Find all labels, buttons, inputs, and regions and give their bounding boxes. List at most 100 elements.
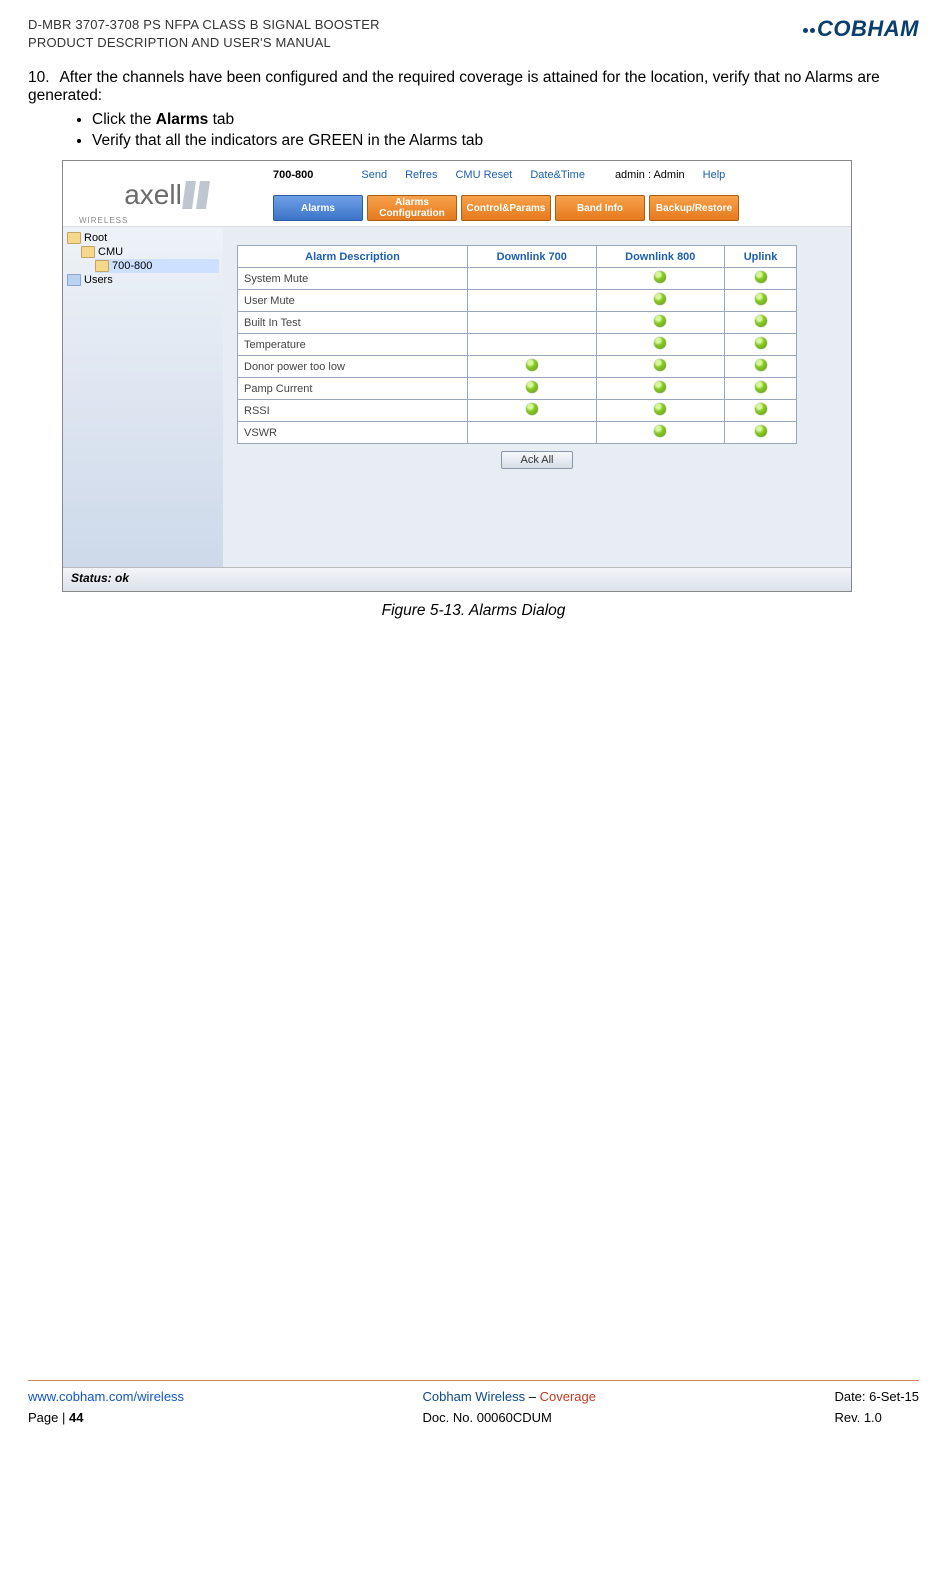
table-row: Temperature [238,334,797,356]
status-green-icon [526,381,538,393]
figure-caption: Figure 5-13. Alarms Dialog [28,602,919,620]
alarm-status-cell [725,356,797,378]
alarm-desc-cell: Donor power too low [238,356,468,378]
logo-text: COBHAM [817,16,919,41]
tree-cmu-label: CMU [98,246,123,258]
step-10: 10. After the channels have been configu… [28,69,919,105]
alarm-status-cell [468,268,597,290]
tree-root-label: Root [84,232,107,244]
alarm-status-cell [468,312,597,334]
alarm-status-cell [596,400,725,422]
tab-config-label: Alarms Configuration [368,197,456,219]
axell-swoosh-icon [182,181,210,209]
bullet-2: Verify that all the indicators are GREEN… [92,132,919,150]
bullet-1-pre: Click the [92,111,156,128]
status-green-icon [654,381,666,393]
unit-name: 700-800 [273,169,313,181]
alarm-status-cell [468,422,597,444]
status-green-icon [755,271,767,283]
th-uplink: Uplink [725,246,797,268]
screenshot-topbar-area: axell WIRELESS 700-800 Send Refres CMU R… [63,161,851,227]
alarm-status-cell [596,356,725,378]
menu-cmu-reset[interactable]: CMU Reset [455,169,512,181]
step-bullets: Click the Alarms tab Verify that all the… [74,111,919,150]
axell-logo-text: axell [124,179,182,211]
menu-datetime[interactable]: Date&Time [530,169,585,181]
content-area: Alarm Description Downlink 700 Downlink … [223,227,851,567]
footer-coverage: Coverage [540,1389,596,1404]
folder-icon [67,232,81,244]
status-green-icon [654,293,666,305]
menu-help[interactable]: Help [703,169,726,181]
status-green-icon [755,315,767,327]
status-green-icon [654,359,666,371]
tree-cmu[interactable]: CMU [81,245,219,259]
alarm-status-cell [468,378,597,400]
tab-alarms-config[interactable]: Alarms Configuration [367,195,457,221]
tab-alarms-label: Alarms [301,203,335,214]
menu-send[interactable]: Send [361,169,387,181]
alarm-status-cell [596,312,725,334]
header-line-1: D-MBR 3707-3708 PS NFPA CLASS B SIGNAL B… [28,16,380,34]
alarm-desc-cell: Pamp Current [238,378,468,400]
ack-wrap: Ack All [237,450,837,469]
ack-all-button[interactable]: Ack All [501,451,572,469]
bullet-1-bold: Alarms [156,111,209,128]
alarm-status-cell [596,378,725,400]
alarm-status-cell [468,290,597,312]
axell-logo-sub: WIRELESS [79,216,128,225]
page-header: D-MBR 3707-3708 PS NFPA CLASS B SIGNAL B… [28,16,919,51]
status-green-icon [755,381,767,393]
alarm-status-cell [725,334,797,356]
alarm-desc-cell: VSWR [238,422,468,444]
alarm-status-cell [596,268,725,290]
status-green-icon [654,315,666,327]
footer-center: Cobham Wireless – Coverage Doc. No. 0006… [423,1387,596,1429]
tab-control-params[interactable]: Control&Params [461,195,551,221]
folder-icon [95,260,109,272]
tab-backup-label: Backup/Restore [656,203,732,214]
footer-rev: Rev. 1.0 [834,1408,919,1429]
footer-date: Date: 6-Set-15 [834,1387,919,1408]
footer-brand: Cobham Wireless [423,1389,526,1404]
step-text: After the channels have been configured … [28,69,880,104]
table-row: Pamp Current [238,378,797,400]
status-green-icon [755,359,767,371]
tab-backup-restore[interactable]: Backup/Restore [649,195,739,221]
footer-sep: – [525,1389,539,1404]
alarms-table: Alarm Description Downlink 700 Downlink … [237,245,797,444]
status-green-icon [755,425,767,437]
tab-alarms[interactable]: Alarms [273,195,363,221]
tab-band-label: Band Info [577,203,623,214]
alarm-desc-cell: RSSI [238,400,468,422]
page-footer: www.cobham.com/wireless Page | 44 Cobham… [28,1380,919,1429]
footer-right: Date: 6-Set-15 Rev. 1.0 [834,1387,919,1429]
sidebar: Root CMU 700-800 Users [63,227,223,567]
tree-users[interactable]: Users [67,273,219,287]
page-number: 44 [69,1410,83,1425]
th-desc: Alarm Description [238,246,468,268]
alarm-desc-cell: Built In Test [238,312,468,334]
status-green-icon [654,337,666,349]
footer-link[interactable]: www.cobham.com/wireless [28,1389,184,1404]
table-row: User Mute [238,290,797,312]
header-line-2: PRODUCT DESCRIPTION AND USER'S MANUAL [28,34,380,52]
table-row: VSWR [238,422,797,444]
table-row: System Mute [238,268,797,290]
tree-band[interactable]: 700-800 [95,259,219,273]
status-green-icon [526,359,538,371]
alarm-status-cell [725,290,797,312]
table-header-row: Alarm Description Downlink 700 Downlink … [238,246,797,268]
alarm-status-cell [468,356,597,378]
alarm-status-cell [596,334,725,356]
footer-doc: Doc. No. 00060CDUM [423,1408,596,1429]
status-green-icon [755,293,767,305]
tab-band-info[interactable]: Band Info [555,195,645,221]
menu-user: admin : Admin [615,169,685,181]
tree-root[interactable]: Root [67,231,219,245]
menu-refresh[interactable]: Refres [405,169,437,181]
alarm-desc-cell: Temperature [238,334,468,356]
status-green-icon [654,403,666,415]
table-row: Built In Test [238,312,797,334]
bullet-1: Click the Alarms tab [92,111,919,129]
